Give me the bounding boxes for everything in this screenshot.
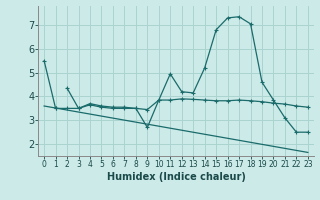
X-axis label: Humidex (Indice chaleur): Humidex (Indice chaleur) — [107, 172, 245, 182]
